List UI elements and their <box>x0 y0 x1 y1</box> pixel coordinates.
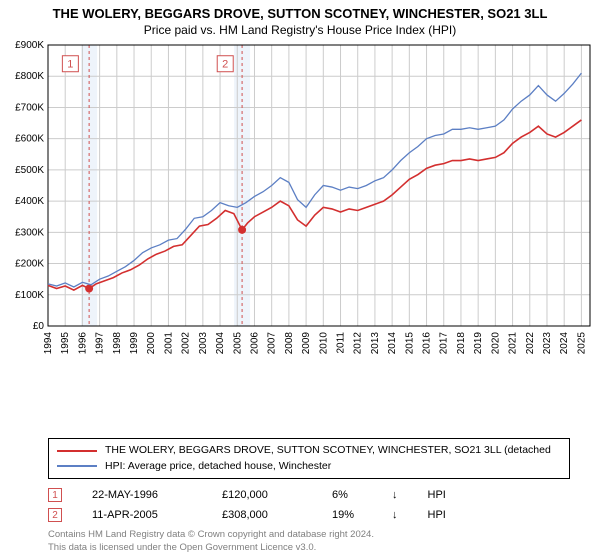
legend-label: HPI: Average price, detached house, Winc… <box>105 459 331 475</box>
event-marker: 1 <box>48 488 62 502</box>
legend: THE WOLERY, BEGGARS DROVE, SUTTON SCOTNE… <box>48 438 570 480</box>
y-tick-label: £600K <box>15 134 44 145</box>
chart-area: £0 £100K £200K £300K £400K £500K £600K £700K £80… <box>0 39 600 434</box>
legend-item: HPI: Average price, detached house, Winc… <box>57 459 561 475</box>
event-pct: 19% <box>332 509 362 521</box>
event-row: 2 11-APR-2005 £308,000 19% ↓ HPI <box>48 505 570 525</box>
x-tick-label: 2020 <box>490 332 501 354</box>
series-line-hpi <box>48 73 581 287</box>
event-date: 11-APR-2005 <box>92 509 192 521</box>
x-tick-label: 1994 <box>43 332 54 354</box>
x-tick-label: 2000 <box>146 332 157 354</box>
y-tick-label: £400K <box>15 196 44 207</box>
chart-container: THE WOLERY, BEGGARS DROVE, SUTTON SCOTNE… <box>0 0 600 560</box>
y-tick-label: £800K <box>15 71 44 82</box>
x-tick-label: 2016 <box>422 332 433 354</box>
x-tick-label: 2017 <box>439 332 450 354</box>
callout-number: 2 <box>222 59 228 71</box>
event-marker-dot <box>238 226 246 234</box>
license-line: This data is licensed under the Open Gov… <box>48 542 570 554</box>
line-chart: £0 £100K £200K £300K £400K £500K £600K £700K £80… <box>0 39 600 354</box>
x-tick-label: 2025 <box>576 332 587 354</box>
x-tick-label: 2006 <box>249 332 260 354</box>
y-tick-label: £900K <box>15 40 44 51</box>
x-tick-label: 2011 <box>336 332 347 354</box>
x-tick-label: 2003 <box>198 332 209 354</box>
legend-label: THE WOLERY, BEGGARS DROVE, SUTTON SCOTNE… <box>105 443 551 459</box>
y-tick-label: £200K <box>15 259 44 270</box>
x-tick-label: 2013 <box>370 332 381 354</box>
x-tick-label: 2009 <box>301 332 312 354</box>
down-arrow-icon: ↓ <box>392 509 398 521</box>
x-tick-label: 2018 <box>456 332 467 354</box>
x-tick-label: 1998 <box>112 332 123 354</box>
license-text: Contains HM Land Registry data © Crown c… <box>48 529 570 554</box>
legend-swatch <box>57 450 97 452</box>
license-line: Contains HM Land Registry data © Crown c… <box>48 529 570 541</box>
x-tick-label: 2015 <box>404 332 415 354</box>
down-arrow-icon: ↓ <box>392 489 398 501</box>
event-price: £120,000 <box>222 489 302 501</box>
x-tick-label: 2005 <box>232 332 243 354</box>
x-tick-label: 1996 <box>77 332 88 354</box>
x-tick-label: 2021 <box>508 332 519 354</box>
callout-number: 1 <box>67 59 73 71</box>
x-tick-label: 2004 <box>215 332 226 354</box>
x-tick-label: 2024 <box>559 332 570 354</box>
y-tick-label: £0 <box>33 321 45 332</box>
event-row: 1 22-MAY-1996 £120,000 6% ↓ HPI <box>48 485 570 505</box>
chart-title: THE WOLERY, BEGGARS DROVE, SUTTON SCOTNE… <box>10 6 590 21</box>
event-hpi-label: HPI <box>428 509 446 521</box>
x-tick-label: 2022 <box>525 332 536 354</box>
event-marker-dot <box>85 285 93 293</box>
event-pct: 6% <box>332 489 362 501</box>
plot-border <box>48 45 590 326</box>
title-block: THE WOLERY, BEGGARS DROVE, SUTTON SCOTNE… <box>0 0 600 39</box>
legend-swatch <box>57 465 97 467</box>
event-marker: 2 <box>48 508 62 522</box>
x-tick-label: 2014 <box>387 332 398 354</box>
x-tick-label: 1995 <box>60 332 71 354</box>
y-tick-label: £100K <box>15 290 44 301</box>
x-tick-label: 2002 <box>181 332 192 354</box>
x-tick-label: 1997 <box>95 332 106 354</box>
legend-item: THE WOLERY, BEGGARS DROVE, SUTTON SCOTNE… <box>57 443 561 459</box>
y-tick-label: £300K <box>15 227 44 238</box>
event-date: 22-MAY-1996 <box>92 489 192 501</box>
x-tick-label: 2008 <box>284 332 295 354</box>
chart-subtitle: Price paid vs. HM Land Registry's House … <box>10 23 590 37</box>
x-tick-label: 2010 <box>318 332 329 354</box>
y-tick-label: £500K <box>15 165 44 176</box>
y-tick-label: £700K <box>15 102 44 113</box>
x-tick-label: 2012 <box>353 332 364 354</box>
x-tick-label: 2007 <box>267 332 278 354</box>
event-price: £308,000 <box>222 509 302 521</box>
events-table: 1 22-MAY-1996 £120,000 6% ↓ HPI 2 11-APR-2005 £3… <box>48 485 570 525</box>
event-hpi-label: HPI <box>428 489 446 501</box>
x-tick-label: 2019 <box>473 332 484 354</box>
x-tick-label: 2001 <box>163 332 174 354</box>
x-tick-label: 1999 <box>129 332 140 354</box>
x-tick-label: 2023 <box>542 332 553 354</box>
